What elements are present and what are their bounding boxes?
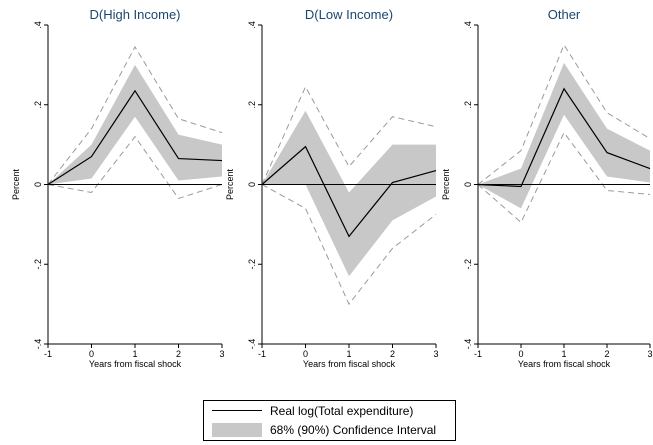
panel-title: Other — [548, 7, 581, 22]
x-tick-label: 2 — [604, 349, 609, 359]
y-axis-title: Percent — [11, 168, 21, 200]
y-tick-label: .4 — [33, 21, 43, 29]
legend-line-label: Real log(Total expenditure) — [270, 404, 414, 418]
y-tick-label: -.4 — [463, 339, 473, 350]
response-line — [47, 89, 223, 186]
y-tick-label: .4 — [247, 21, 257, 29]
ci90-lower-line — [47, 135, 223, 200]
y-tick-label: 0 — [247, 182, 257, 187]
response-line — [477, 87, 651, 188]
y-tick-label: -.4 — [33, 339, 43, 350]
y-tick-label: -.4 — [247, 339, 257, 350]
y-tick-label: .2 — [33, 101, 43, 109]
panel-1: -.4 -.2 0 .2 .4 -1 0 1 2 3 Years from fiscal shock… — [11, 7, 225, 369]
legend-entry-band: 68% (90%) Confidence Interval — [204, 421, 455, 439]
y-axis-title: Percent — [225, 168, 235, 200]
x-tick-label: 1 — [561, 349, 566, 359]
legend-entry-line: Real log(Total expenditure) — [204, 402, 455, 420]
panel-3: -.4 -.2 0 .2 .4 -1 0 1 2 3 Years from fiscal shock… — [441, 7, 653, 369]
ci90-lower-line — [261, 184, 437, 306]
y-tick-label: -.2 — [33, 259, 43, 270]
x-axis-title: Years from fiscal shock — [89, 359, 182, 369]
x-tick-label: 3 — [219, 349, 224, 359]
y-tick-label: .2 — [247, 101, 257, 109]
ci68-band — [262, 110, 436, 277]
ci90-upper-line — [261, 85, 437, 185]
ci68-band — [48, 64, 222, 185]
ci90-upper-line — [477, 43, 651, 185]
chart-legend: Real log(Total expenditure) 68% (90%) Co… — [203, 400, 456, 441]
legend-line-swatch — [212, 410, 262, 411]
x-tick-label: 0 — [518, 349, 523, 359]
x-tick-label: -1 — [44, 349, 52, 359]
x-tick-label: 3 — [433, 349, 438, 359]
panel-title: D(Low Income) — [305, 7, 393, 22]
y-tick-label: 0 — [33, 182, 43, 187]
legend-band-label: 68% (90%) Confidence Interval — [270, 423, 437, 437]
x-tick-label: -1 — [474, 349, 482, 359]
ci68-band — [478, 62, 650, 209]
ci90-upper-line — [47, 45, 223, 185]
y-tick-label: .2 — [463, 101, 473, 109]
x-tick-label: 1 — [346, 349, 351, 359]
x-tick-label: 2 — [176, 349, 181, 359]
x-tick-label: 0 — [89, 349, 94, 359]
y-tick-label: -.2 — [247, 259, 257, 270]
panel-title: D(High Income) — [89, 7, 180, 22]
legend-band-swatch — [212, 423, 262, 437]
y-axis-title: Percent — [441, 168, 451, 200]
y-tick-label: -.2 — [463, 259, 473, 270]
x-tick-label: 1 — [132, 349, 137, 359]
response-line — [261, 145, 437, 238]
x-tick-label: 0 — [303, 349, 308, 359]
x-tick-label: 2 — [390, 349, 395, 359]
x-tick-label: -1 — [258, 349, 266, 359]
y-tick-label: 0 — [463, 182, 473, 187]
x-axis-title: Years from fiscal shock — [518, 359, 611, 369]
x-tick-label: 3 — [647, 349, 652, 359]
panel-2: -.4 -.2 0 .2 .4 -1 0 1 2 3 Years from fiscal shock… — [225, 7, 439, 369]
y-tick-label: .4 — [463, 21, 473, 29]
x-axis-title: Years from fiscal shock — [303, 359, 396, 369]
ci90-lower-line — [477, 131, 651, 224]
